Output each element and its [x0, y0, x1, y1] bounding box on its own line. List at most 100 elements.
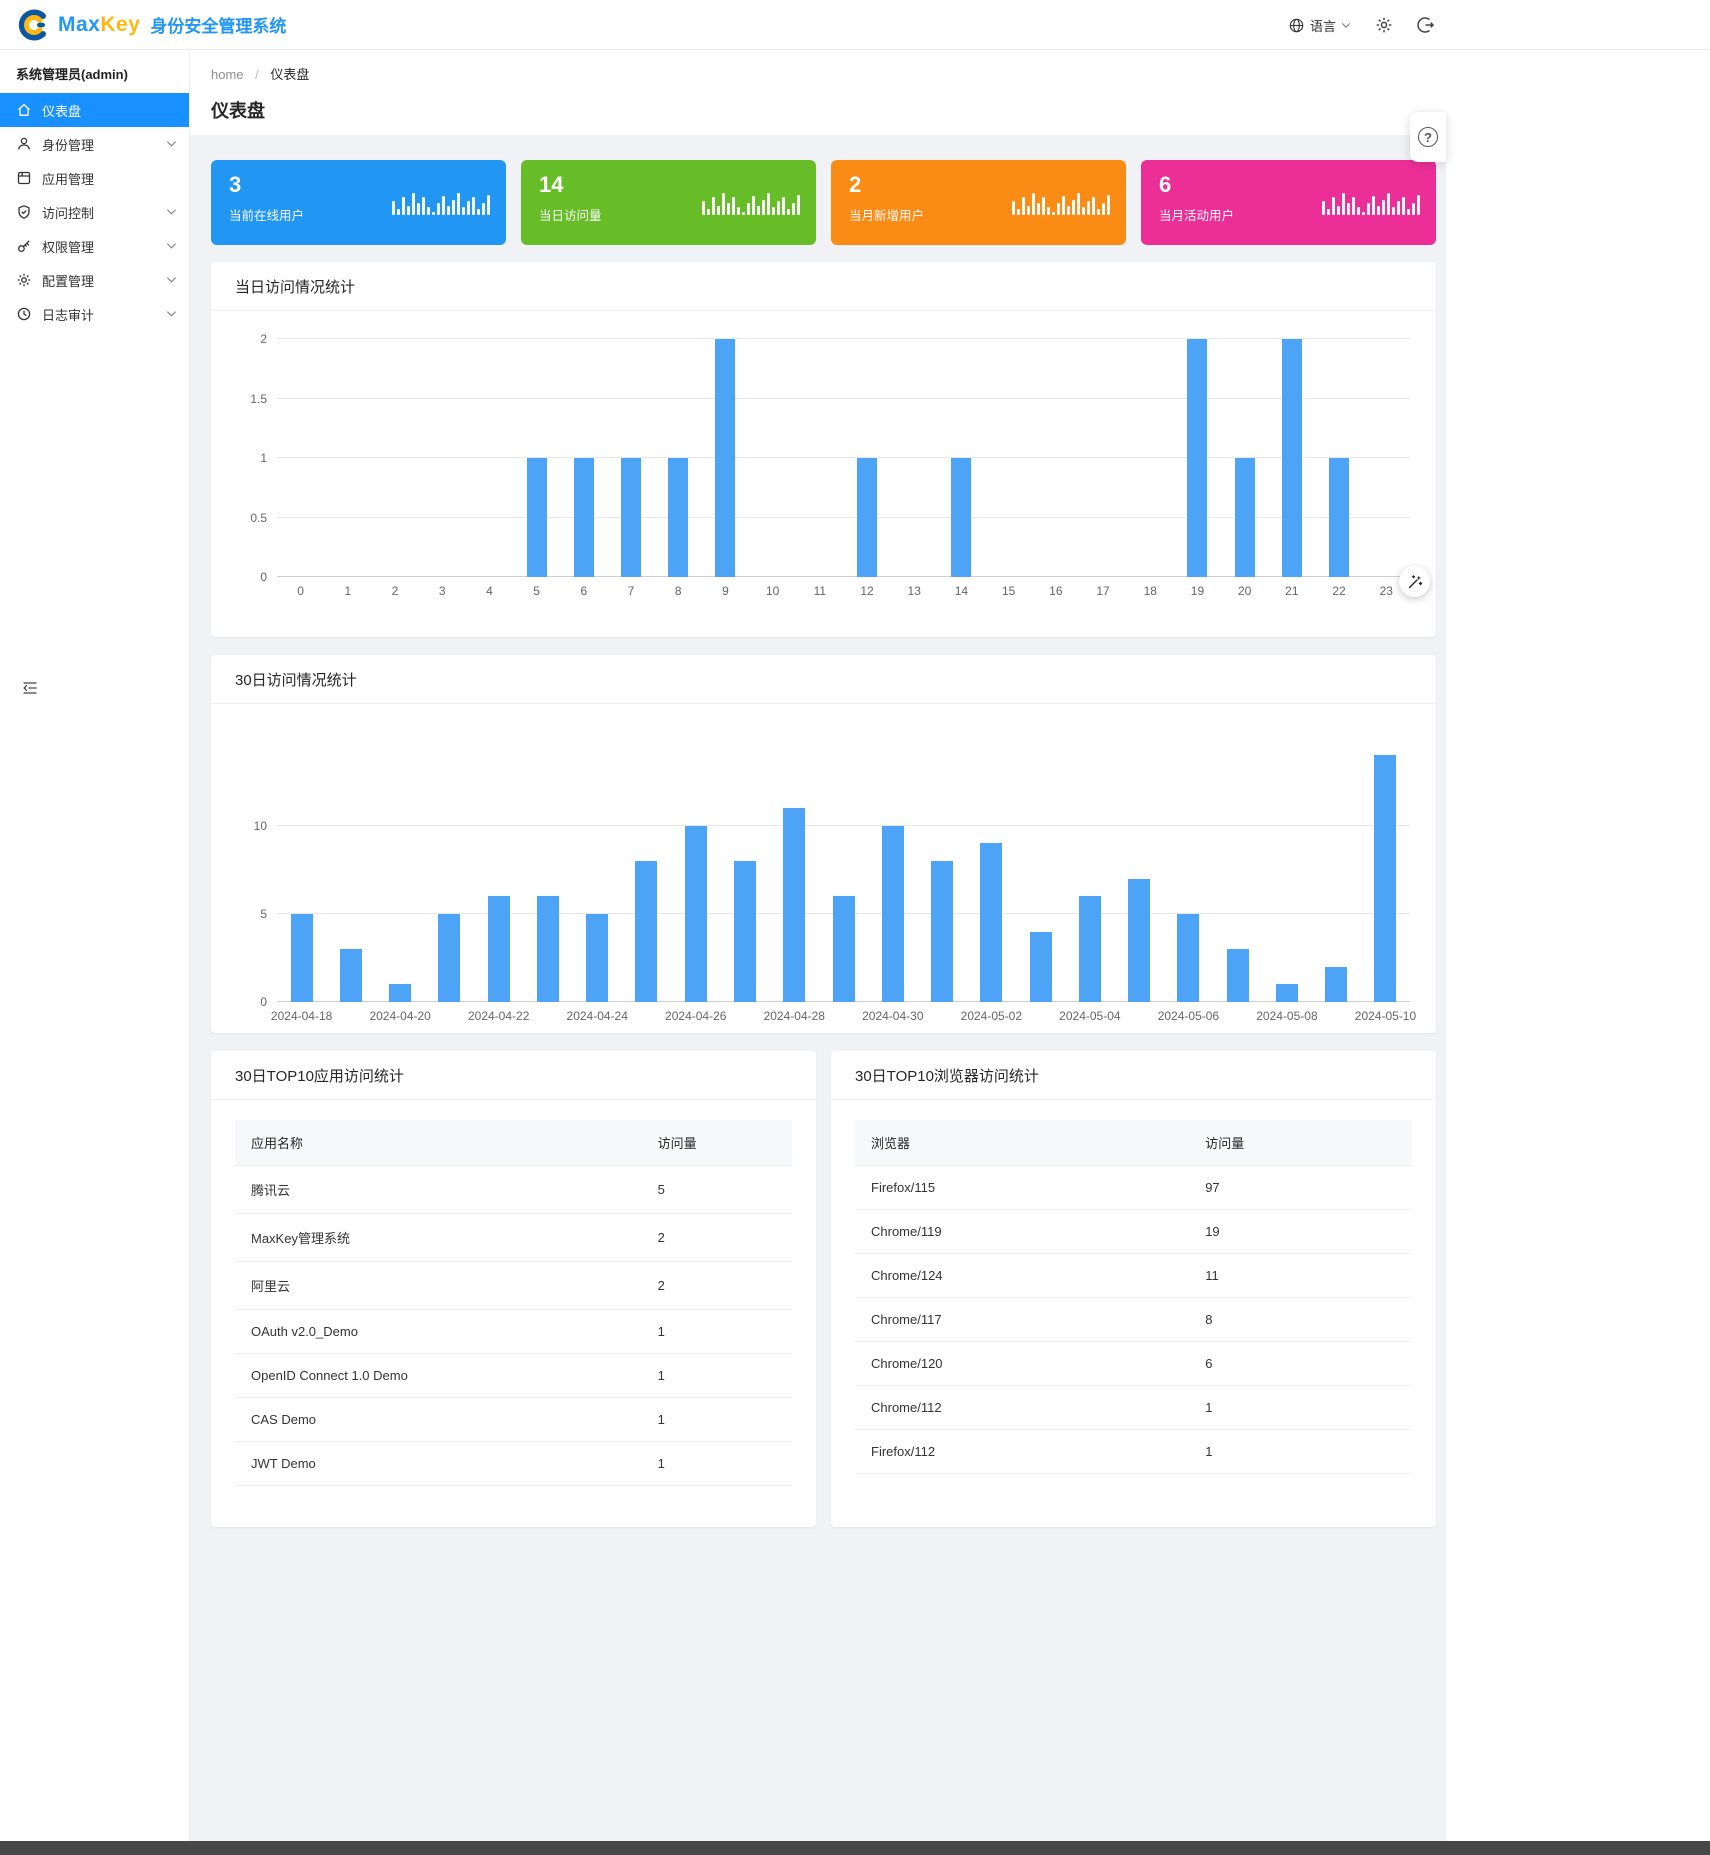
sidebar-item-label: 应用管理	[42, 171, 95, 187]
stat-label: 当前在线用户	[229, 209, 305, 224]
card-title: 30日TOP10应用访问统计	[211, 1051, 816, 1100]
x-tick-label: 7	[627, 584, 635, 598]
column-header: 访问量	[1189, 1120, 1412, 1166]
hourly-visits-chart: 0 0.5 1 1.5 2 0 1 2 3 4 5 6 7 8 9 10 11 12 13 14 15 16 17 18 19…	[211, 311, 1436, 608]
sidebar-user: 系统管理员(admin)	[16, 67, 128, 82]
stat-label: 当月新增用户	[849, 209, 925, 224]
sidebar-item-dashboard[interactable]: 仪表盘	[0, 93, 189, 127]
table-row: Firefox/112 1	[855, 1429, 1412, 1474]
table-row: Chrome/124 11	[855, 1253, 1412, 1298]
logout-button[interactable]	[1417, 16, 1435, 34]
top-apps-card: 30日TOP10应用访问统计 应用名称 访问量 腾讯云 5 MaxKey管理系统 2 阿…	[211, 1051, 816, 1527]
question-circle-icon: ?	[1418, 127, 1438, 147]
x-tick-label: 21	[1285, 584, 1299, 598]
x-tick-label: 2024-05-10	[1354, 1009, 1417, 1023]
x-tick-label	[425, 1009, 474, 1025]
row-value: 97	[1189, 1165, 1412, 1210]
row-label: Chrome/117	[855, 1297, 1190, 1342]
help-button[interactable]: ?	[1410, 112, 1446, 162]
gridline	[277, 516, 1410, 518]
bar-2024-04-26	[684, 825, 707, 1002]
stat-value: 6	[1159, 172, 1172, 197]
bar-9	[715, 339, 736, 577]
settings-button[interactable]	[1375, 16, 1393, 34]
bar-chart-icon	[392, 191, 490, 215]
sidebar-item-identity[interactable]: 身份管理	[0, 127, 189, 161]
gear-icon	[1376, 17, 1392, 33]
row-label: Chrome/124	[855, 1253, 1190, 1298]
x-tick-label	[917, 1009, 966, 1025]
x-tick-label: 17	[1096, 584, 1110, 598]
row-value: 2	[641, 1261, 792, 1310]
column-header: 应用名称	[235, 1120, 642, 1166]
breadcrumb-home-link[interactable]: home	[211, 67, 244, 82]
y-tick-label: 0	[260, 570, 267, 584]
x-tick-label: 20	[1237, 584, 1252, 598]
sidebar-item-audit-log[interactable]: 日志审计	[0, 297, 189, 331]
chart-x-axis: 2024-04-18 2024-04-20 2024-04-22 2024-04-24…	[271, 1009, 1417, 1025]
row-label: Chrome/112	[855, 1385, 1190, 1430]
row-value: 2	[641, 1213, 792, 1262]
page-title: 仪表盘	[211, 101, 265, 121]
sidebar-item-access-control[interactable]: 访问控制	[0, 195, 189, 229]
key-icon	[17, 240, 30, 253]
language-selector[interactable]: 语言	[1288, 16, 1351, 35]
x-tick-label: 15	[1001, 584, 1016, 598]
bar-12	[857, 458, 878, 577]
x-tick-label: 2024-05-02	[960, 1009, 1023, 1023]
x-tick-label: 18	[1143, 584, 1157, 598]
row-label: OAuth v2.0_Demo	[235, 1309, 642, 1354]
y-tick-label: 1.5	[250, 391, 267, 406]
table-row: CAS Demo 1	[235, 1397, 792, 1442]
table-header-row: 浏览器 访问量	[855, 1120, 1412, 1166]
y-tick-label: 5	[260, 906, 267, 921]
language-label: 语言	[1310, 18, 1337, 34]
row-value: 1	[641, 1441, 792, 1486]
assistant-button[interactable]	[1399, 566, 1430, 597]
brand: MaxKey	[58, 13, 140, 37]
bar-2024-04-24	[586, 913, 609, 1002]
table-row: Chrome/117 8	[855, 1297, 1412, 1342]
sidebar-item-configuration[interactable]: 配置管理	[0, 263, 189, 297]
x-tick-label: 2024-05-08	[1256, 1009, 1318, 1023]
table-row: 腾讯云 5	[235, 1165, 792, 1214]
row-label: Firefox/115	[855, 1165, 1190, 1210]
bar-5	[526, 458, 547, 577]
x-tick-label: 10	[765, 584, 780, 598]
sidebar: 系统管理员(admin) 仪表盘 身份管理 应用管理 访问控制 权限管理	[0, 50, 190, 1841]
logout-icon	[1417, 17, 1435, 33]
menu-fold-icon	[23, 682, 37, 694]
row-value: 1	[1189, 1385, 1412, 1430]
bar-2024-05-02	[980, 843, 1003, 1002]
bar-2024-04-18	[290, 913, 313, 1002]
sidebar-item-applications[interactable]: 应用管理	[0, 161, 189, 195]
top-browsers-card: 30日TOP10浏览器访问统计 浏览器 访问量 Firefox/115 97 Chr…	[831, 1051, 1436, 1527]
row-value: 5	[641, 1165, 792, 1214]
x-tick-label	[1115, 1009, 1164, 1025]
x-tick-label	[523, 1009, 572, 1025]
brand-key: Key	[100, 12, 141, 36]
chart-x-axis: 0 1 2 3 4 5 6 7 8 9 10 11 12 13 14 15 16 17 18 19 20 21 22 23	[277, 584, 1410, 600]
x-tick-label: 13	[907, 584, 921, 598]
y-tick-label: 1	[260, 451, 267, 465]
brand-subtitle: 身份安全管理系统	[150, 17, 287, 36]
sidebar-item-permissions[interactable]: 权限管理	[0, 229, 189, 263]
sidebar-collapse-button[interactable]	[22, 680, 38, 701]
header-actions: 语言	[1288, 0, 1435, 50]
top-apps-table: 应用名称 访问量 腾讯云 5 MaxKey管理系统 2 阿里云 2 OAuth v2.0_D…	[235, 1120, 792, 1486]
row-value: 1	[641, 1353, 792, 1398]
breadcrumb-separator: /	[255, 67, 259, 82]
x-tick-label: 2024-05-06	[1157, 1009, 1220, 1023]
x-tick-label: 19	[1190, 584, 1205, 598]
bar-2024-04-30	[881, 825, 904, 1002]
bar-2024-05-10	[1374, 755, 1397, 1002]
table-row: MaxKey管理系统 2	[235, 1213, 792, 1262]
row-label: 阿里云	[235, 1261, 642, 1310]
bar-20	[1234, 458, 1255, 577]
chevron-down-icon	[166, 311, 177, 317]
breadcrumb: home / 仪表盘	[190, 50, 1446, 83]
table-row: Chrome/120 6	[855, 1341, 1412, 1386]
chevron-down-icon	[166, 243, 177, 249]
table-row: OAuth v2.0_Demo 1	[235, 1309, 792, 1354]
bar-19	[1187, 339, 1208, 577]
